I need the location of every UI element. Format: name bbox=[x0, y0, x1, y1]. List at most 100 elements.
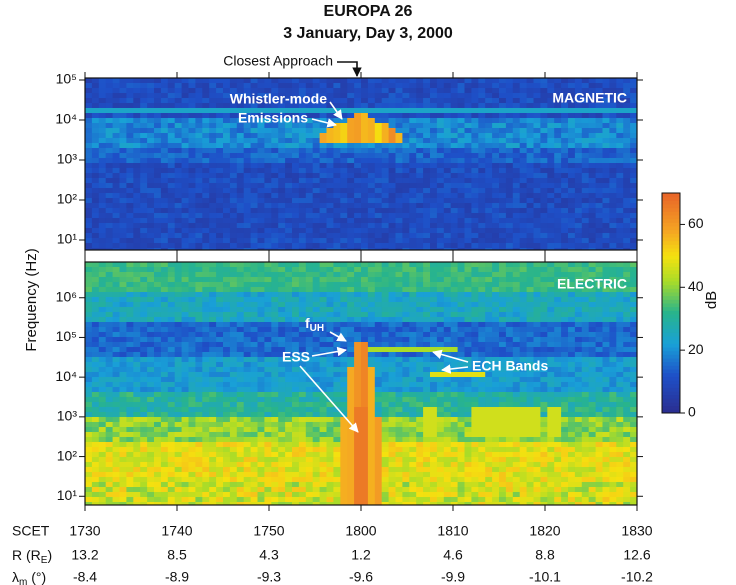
spectrogram-cell bbox=[285, 228, 292, 233]
spectrogram-cell bbox=[161, 387, 168, 392]
spectrogram-cell bbox=[340, 138, 347, 143]
spectrogram-cell bbox=[106, 213, 113, 218]
spectrogram-cell bbox=[527, 208, 534, 213]
spectrogram-cell bbox=[451, 382, 458, 387]
spectrogram-cell bbox=[396, 118, 403, 123]
spectrogram-cell bbox=[133, 292, 140, 297]
spectrogram-cell bbox=[230, 208, 237, 213]
spectrogram-cell bbox=[603, 163, 610, 168]
spectrogram-cell bbox=[195, 397, 202, 402]
spectrogram-cell bbox=[499, 183, 506, 188]
spectrogram-cell bbox=[85, 322, 92, 327]
spectrogram-cell bbox=[182, 277, 189, 282]
spectrogram-cell bbox=[147, 128, 154, 133]
spectrogram-cell bbox=[230, 188, 237, 193]
spectrogram-cell bbox=[527, 302, 534, 307]
spectrogram-cell bbox=[478, 203, 485, 208]
spectrogram-cell bbox=[320, 372, 327, 377]
spectrogram-cell bbox=[465, 93, 472, 98]
spectrogram-cell bbox=[471, 173, 478, 178]
spectrogram-cell bbox=[568, 183, 575, 188]
spectrogram-cell bbox=[327, 153, 334, 158]
spectrogram-cell bbox=[458, 243, 465, 248]
spectrogram-cell bbox=[313, 228, 320, 233]
spectrogram-cell bbox=[168, 317, 175, 322]
spectrogram-cell bbox=[520, 153, 527, 158]
spectrogram-cell bbox=[140, 193, 147, 198]
spectrogram-cell bbox=[582, 352, 589, 357]
spectrogram-cell bbox=[430, 228, 437, 233]
spectrogram-cell bbox=[320, 297, 327, 302]
spectrogram-cell bbox=[361, 287, 368, 292]
spectrogram-cell bbox=[313, 307, 320, 312]
spectrogram-cell bbox=[189, 352, 196, 357]
spectrogram-cell bbox=[437, 158, 444, 163]
spectrogram-cell bbox=[478, 78, 485, 83]
spectrogram-cell bbox=[244, 312, 251, 317]
spectrogram-cell bbox=[630, 183, 637, 188]
spectrogram-cell bbox=[140, 282, 147, 287]
spectrogram-cell bbox=[527, 108, 534, 113]
spectrogram-cell bbox=[368, 357, 375, 362]
spectrogram-cell bbox=[182, 113, 189, 118]
spectrogram-cell bbox=[520, 223, 527, 228]
spectrogram-cell bbox=[554, 223, 561, 228]
spectrogram-cell bbox=[106, 362, 113, 367]
spectrogram-cell bbox=[534, 148, 541, 153]
spectrogram-cell bbox=[209, 297, 216, 302]
spectrogram-cell bbox=[230, 387, 237, 392]
spectrogram-cell bbox=[133, 347, 140, 352]
spectrogram-cell bbox=[368, 347, 375, 352]
spectrogram-cell bbox=[223, 352, 230, 357]
spectrogram-cell bbox=[147, 312, 154, 317]
spectrogram-cell bbox=[589, 228, 596, 233]
spectrogram-cell bbox=[547, 113, 554, 118]
spectrogram-cell bbox=[292, 307, 299, 312]
spectrogram-cell bbox=[99, 262, 106, 267]
spectrogram-cell bbox=[513, 277, 520, 282]
spectrogram-cell bbox=[209, 83, 216, 88]
spectrogram-cell bbox=[375, 342, 382, 347]
spectrogram-cell bbox=[347, 193, 354, 198]
spectrogram-cell bbox=[561, 357, 568, 362]
spectrogram-cell bbox=[430, 233, 437, 238]
spectrogram-cell bbox=[465, 238, 472, 243]
spectrogram-cell bbox=[389, 382, 396, 387]
spectrogram-cell bbox=[402, 337, 409, 342]
spectrogram-cell bbox=[389, 238, 396, 243]
spectrogram-cell bbox=[313, 272, 320, 277]
spectrogram-cell bbox=[485, 238, 492, 243]
spectrogram-cell bbox=[513, 302, 520, 307]
spectrogram-cell bbox=[99, 332, 106, 337]
spectrogram-cell bbox=[99, 188, 106, 193]
spectrogram-cell bbox=[513, 203, 520, 208]
spectrogram-cell bbox=[596, 292, 603, 297]
spectrogram-cell bbox=[437, 98, 444, 103]
spectrogram-cell bbox=[478, 342, 485, 347]
spectrogram-cell bbox=[202, 218, 209, 223]
spectrogram-cell bbox=[182, 103, 189, 108]
spectrogram-cell bbox=[513, 352, 520, 357]
spectrogram-cell bbox=[568, 262, 575, 267]
spectrogram-cell bbox=[258, 347, 265, 352]
spectrogram-cell bbox=[582, 173, 589, 178]
spectrogram-cell bbox=[140, 272, 147, 277]
spectrogram-cell bbox=[230, 178, 237, 183]
spectrogram-cell bbox=[596, 143, 603, 148]
spectrogram-cell bbox=[120, 173, 127, 178]
spectrogram-cell bbox=[630, 362, 637, 367]
spectrogram-cell bbox=[485, 208, 492, 213]
spectrogram-cell bbox=[402, 317, 409, 322]
spectrogram-cell bbox=[251, 377, 258, 382]
spectrogram-cell bbox=[623, 302, 630, 307]
spectrogram-cell bbox=[147, 352, 154, 357]
spectrogram-cell bbox=[423, 372, 430, 377]
spectrogram-cell bbox=[251, 178, 258, 183]
spectrogram-cell bbox=[561, 347, 568, 352]
spectrogram-cell bbox=[589, 352, 596, 357]
spectrogram-cell bbox=[216, 223, 223, 228]
spectrogram-cell bbox=[444, 158, 451, 163]
spectrogram-cell bbox=[423, 188, 430, 193]
spectrogram-cell bbox=[85, 267, 92, 272]
spectrogram-cell bbox=[271, 352, 278, 357]
